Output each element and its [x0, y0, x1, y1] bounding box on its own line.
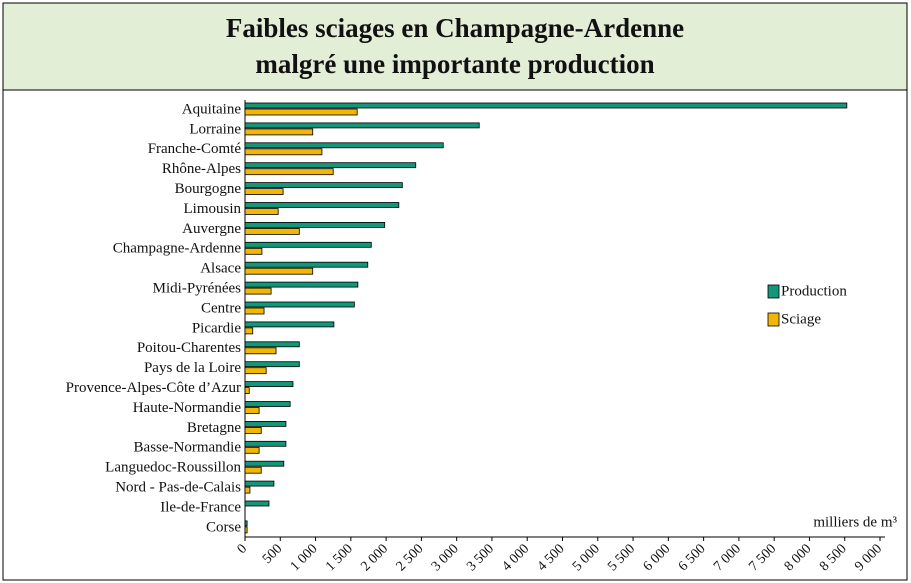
bar: [244, 401, 291, 407]
bar: [244, 142, 444, 149]
bar: [244, 122, 480, 129]
bar: [244, 526, 248, 534]
bar: [244, 128, 314, 136]
bar: [244, 241, 372, 248]
bar: [244, 148, 323, 156]
bar: [244, 267, 314, 275]
bar: [244, 466, 262, 474]
chart-title: Faibles sciages en Champagne-Ardenne: [226, 13, 684, 43]
y-tick-label: Bourgogne: [175, 181, 242, 197]
y-tick-label: Lorraine: [189, 121, 241, 137]
bar: [244, 440, 287, 447]
bar: [244, 420, 287, 427]
bar: [244, 281, 359, 288]
title-box: [2, 2, 908, 91]
bar: [244, 108, 358, 116]
bar: [244, 261, 369, 268]
bar: [244, 520, 248, 527]
bar: [244, 387, 250, 395]
bar: [244, 486, 251, 494]
bar: [244, 227, 300, 235]
bar: [244, 287, 272, 295]
y-tick-label: Limousin: [183, 201, 241, 217]
y-tick-label: Rhône-Alpes: [162, 161, 241, 177]
bar: [244, 426, 262, 434]
y-tick-label: Centre: [201, 300, 241, 316]
y-tick-label: Alsace: [200, 261, 241, 277]
bar: [244, 162, 417, 169]
y-tick-label: Ile-de-France: [160, 499, 241, 515]
legend-swatch: [767, 284, 780, 299]
bar: [244, 208, 279, 215]
y-tick-label: Haute-Normandie: [133, 400, 242, 416]
bar: [244, 347, 277, 355]
legend-swatch: [767, 312, 780, 327]
y-tick-label: Nord - Pas-de-Calais: [115, 480, 241, 496]
legend-label: Sciage: [781, 311, 821, 327]
bar: [244, 361, 300, 368]
y-tick-label: Basse-Normandie: [134, 440, 242, 456]
y-tick-label: Pays de la Loire: [144, 360, 241, 376]
bar: [244, 221, 386, 228]
bar: [244, 168, 334, 176]
bar: [244, 182, 403, 189]
y-tick-label: Poitou-Charentes: [137, 340, 241, 356]
y-tick-label: Champagne-Ardenne: [113, 241, 242, 257]
y-tick-label: Franche-Comté: [148, 141, 242, 157]
y-tick-label: Bretagne: [187, 420, 241, 436]
bar: [244, 301, 355, 308]
bar: [244, 202, 400, 208]
bar: [244, 446, 260, 454]
bar: [244, 188, 284, 196]
bar: [244, 480, 275, 487]
y-tick-label: Provence-Alpes-Côte d’Azur: [66, 380, 241, 396]
chart-title: malgré une importante production: [255, 49, 654, 79]
bar: [244, 307, 265, 315]
bar: [244, 460, 285, 467]
y-tick-label: Corse: [206, 519, 241, 535]
bar: [244, 321, 335, 328]
bar: [244, 341, 300, 348]
bar: [244, 102, 848, 109]
bar: [244, 367, 267, 375]
bar: [244, 327, 254, 335]
y-tick-label: Auvergne: [182, 221, 241, 237]
bar: [244, 500, 270, 507]
y-tick-label: Aquitaine: [182, 101, 241, 117]
axis-unit: milliers de m³: [813, 514, 897, 530]
bar: [244, 407, 260, 414]
bar: [244, 247, 263, 255]
legend-label: Production: [781, 283, 847, 299]
y-tick-label: Picardie: [192, 320, 241, 336]
y-tick-label: Midi-Pyrénées: [153, 281, 241, 297]
bar: [244, 381, 294, 388]
y-tick-label: Languedoc-Roussillon: [105, 460, 241, 476]
